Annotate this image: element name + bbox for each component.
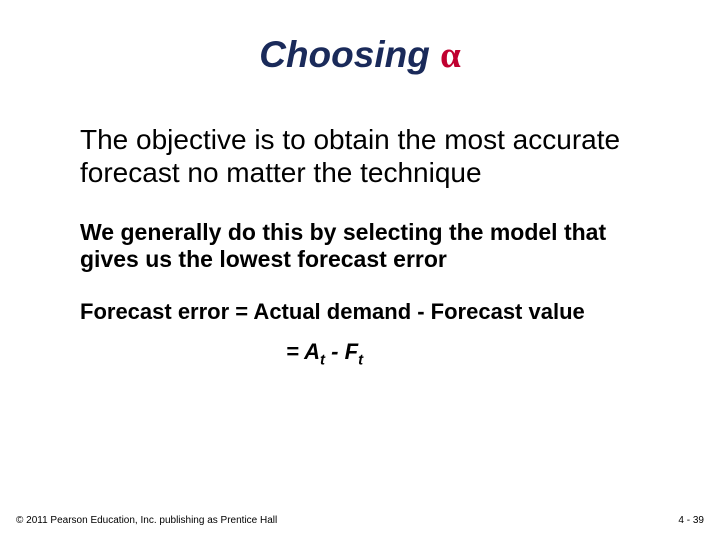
objective-text: The objective is to obtain the most accu… [80,123,650,189]
formula-equals: = [286,339,304,364]
title-alpha-symbol: α [440,35,461,76]
formula-symbolic: = At - Ft [286,339,660,368]
page-number: 4 - 39 [678,515,704,526]
slide-title: Choosing α [60,34,660,77]
copyright-text: © 2011 Pearson Education, Inc. publishin… [16,515,277,526]
formula-definition: Forecast error = Actual demand - Forecas… [80,299,660,325]
body-paragraph: We generally do this by selecting the mo… [80,219,650,273]
footer: © 2011 Pearson Education, Inc. publishin… [16,515,704,526]
title-prefix: Choosing [259,34,440,75]
formula-minus: - [325,339,345,364]
formula-f: F [345,339,358,364]
formula-a: A [304,339,320,364]
formula-f-subscript: t [358,352,363,369]
